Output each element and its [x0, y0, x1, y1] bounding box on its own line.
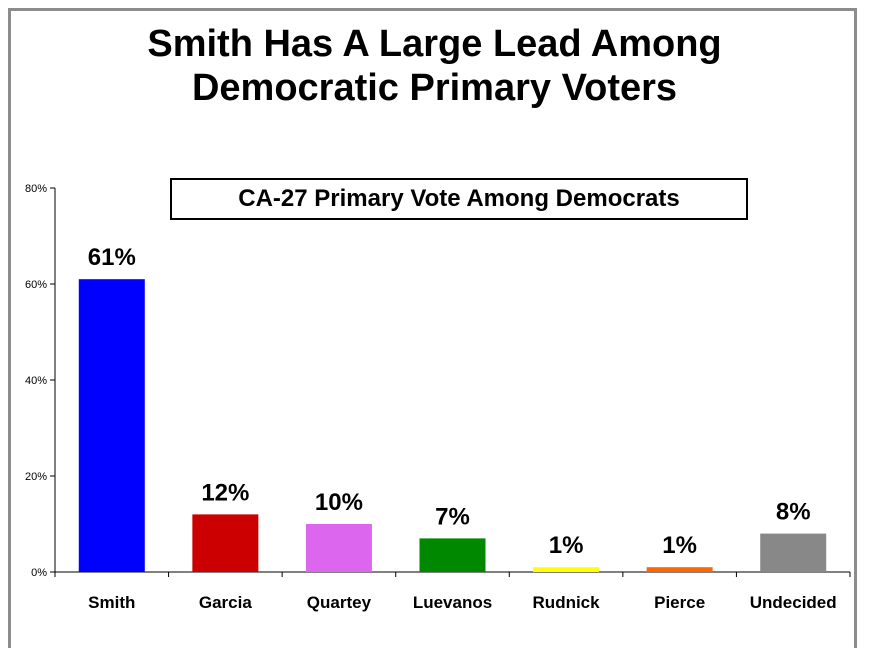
chart-subtitle: CA-27 Primary Vote Among Democrats [170, 178, 748, 220]
category-label-smith: Smith [88, 593, 135, 612]
data-label-undecided: 8% [776, 499, 811, 526]
y-tick-label: 80% [25, 183, 47, 195]
category-label-undecided: Undecided [750, 593, 837, 612]
bar-garcia [192, 514, 259, 572]
chart-title-line-2: Democratic Primary Voters [191, 67, 678, 109]
bar-luevanos [419, 538, 486, 572]
bar-rudnick [533, 567, 600, 572]
category-label-luevanos: Luevanos [413, 593, 492, 612]
data-label-smith: 61% [88, 244, 136, 271]
data-label-quartey: 10% [315, 489, 363, 516]
category-label-garcia: Garcia [199, 593, 252, 612]
chart-title: Smith Has A Large Lead Among Democratic … [0, 22, 869, 110]
category-label-quartey: Quartey [307, 593, 372, 612]
y-tick-label: 60% [25, 279, 47, 291]
category-label-pierce: Pierce [654, 593, 705, 612]
bar-smith [78, 279, 145, 572]
data-label-garcia: 12% [201, 479, 249, 506]
y-tick-label: 20% [25, 471, 47, 483]
data-label-luevanos: 7% [435, 503, 470, 530]
bar-undecided [760, 533, 827, 572]
bar-pierce [646, 567, 713, 572]
data-label-pierce: 1% [662, 532, 697, 559]
data-label-rudnick: 1% [549, 532, 584, 559]
chart-title-line-1: Smith Has A Large Lead Among [147, 23, 722, 65]
y-tick-label: 40% [25, 375, 47, 387]
bar-quartey [305, 524, 372, 572]
y-tick-label: 0% [31, 567, 47, 579]
category-label-rudnick: Rudnick [533, 593, 601, 612]
